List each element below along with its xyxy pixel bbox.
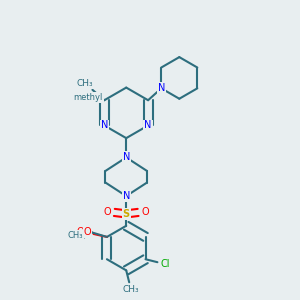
Text: O: O (142, 207, 149, 218)
Text: CH₃: CH₃ (122, 285, 139, 294)
Text: O: O (84, 226, 92, 237)
Text: N: N (122, 191, 130, 201)
Text: Cl: Cl (160, 259, 170, 269)
Text: O: O (103, 207, 111, 218)
Text: methyl: methyl (73, 93, 103, 102)
Text: O: O (76, 227, 84, 238)
Text: S: S (123, 209, 130, 219)
Text: N: N (158, 83, 165, 93)
Text: O: O (81, 227, 88, 238)
Text: CH₃: CH₃ (68, 231, 83, 240)
Text: N: N (122, 152, 130, 162)
Text: N: N (101, 121, 108, 130)
Text: CH₃: CH₃ (77, 80, 93, 88)
Text: N: N (144, 121, 152, 130)
